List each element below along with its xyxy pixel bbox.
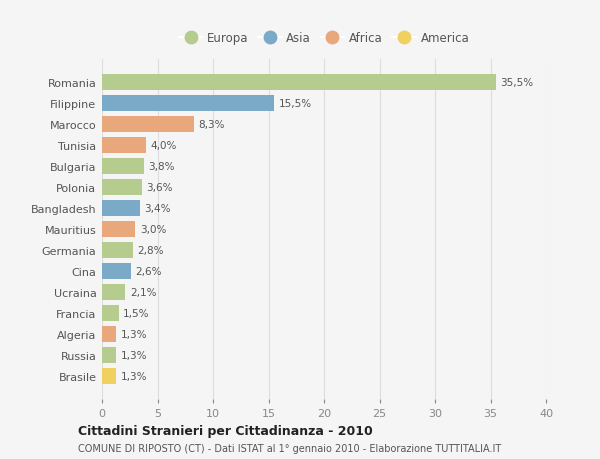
Text: COMUNE DI RIPOSTO (CT) - Dati ISTAT al 1° gennaio 2010 - Elaborazione TUTTITALIA: COMUNE DI RIPOSTO (CT) - Dati ISTAT al 1… [78,443,501,453]
Bar [102,180,142,196]
Bar [102,222,136,237]
Bar [102,138,146,154]
Bar [102,243,133,258]
Text: 3,0%: 3,0% [140,224,166,235]
Text: 35,5%: 35,5% [500,78,533,88]
Text: 4,0%: 4,0% [151,141,177,151]
Text: Cittadini Stranieri per Cittadinanza - 2010: Cittadini Stranieri per Cittadinanza - 2… [78,424,373,437]
Text: 1,3%: 1,3% [121,350,148,360]
Text: 2,8%: 2,8% [137,246,164,255]
Text: 3,4%: 3,4% [144,204,170,213]
Text: 2,6%: 2,6% [136,266,162,276]
Bar [102,96,274,112]
Text: 8,3%: 8,3% [199,120,225,130]
Bar [102,159,144,174]
Legend: Europa, Asia, Africa, America: Europa, Asia, Africa, America [175,28,473,48]
Bar [102,75,496,91]
Bar [102,263,131,279]
Bar [102,117,194,133]
Text: 3,6%: 3,6% [146,183,173,193]
Text: 1,3%: 1,3% [121,329,148,339]
Text: 15,5%: 15,5% [278,99,311,109]
Text: 1,5%: 1,5% [123,308,149,318]
Bar [102,285,125,300]
Bar [102,201,140,216]
Text: 2,1%: 2,1% [130,287,156,297]
Text: 3,8%: 3,8% [149,162,175,172]
Bar [102,368,116,384]
Text: 1,3%: 1,3% [121,371,148,381]
Bar [102,347,116,363]
Bar [102,305,119,321]
Bar [102,326,116,342]
